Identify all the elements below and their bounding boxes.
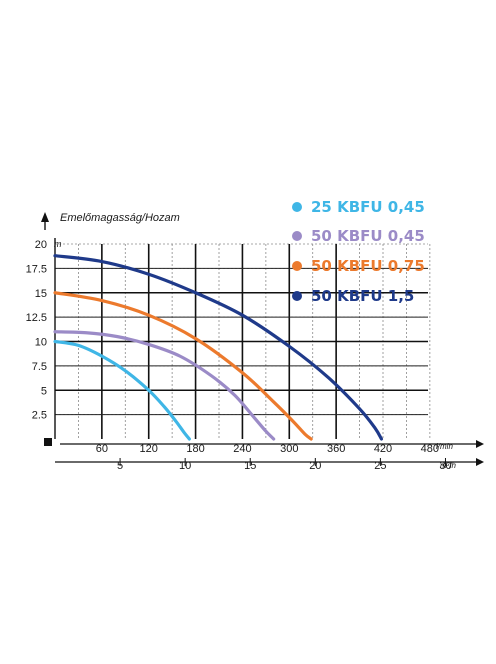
y-tick-label: 20: [35, 239, 47, 251]
x2-tick-label: 30: [439, 460, 451, 472]
legend-marker-3: [292, 291, 302, 301]
x-tick-label: 420: [374, 443, 392, 455]
x-tick-label: 300: [280, 443, 298, 455]
axes: 20 17.5 15 12.5 10 7.5 5 2.5 60 120 180 240 300 360 42…: [26, 212, 484, 472]
y-tick-label: 15: [35, 288, 47, 300]
x2-tick-label: 5: [117, 460, 123, 472]
x-axis-arrow: [476, 440, 484, 448]
y-axis-title: Emelőmagasság/Hozam: [60, 212, 180, 224]
x2-axis-arrow: [476, 458, 484, 466]
legend-label-3: 50 KBFU 1,5: [311, 287, 414, 305]
x-tick-label: 60: [96, 443, 108, 455]
y-tick-label: 12.5: [26, 312, 47, 324]
y-tick-label: 5: [41, 385, 47, 397]
y-tick-label: 2.5: [32, 410, 47, 422]
y-axis-unit: m: [54, 239, 62, 249]
x-tick-label: 480: [421, 443, 439, 455]
x2-tick-label: 15: [244, 460, 256, 472]
x-tick-label: 120: [140, 443, 158, 455]
x2-axis-unit: m³/h: [440, 461, 457, 470]
x2-tick-label: 10: [179, 460, 191, 472]
x-tick-label: 360: [327, 443, 345, 455]
series-line-0: [53, 339, 191, 441]
x2-tick-label: 25: [374, 460, 386, 472]
y-tick-label: 7.5: [32, 361, 47, 373]
legend-marker-1: [292, 231, 302, 241]
legend-label-2: 50 KBFU 0,75: [311, 257, 425, 275]
series-line-3: [53, 254, 384, 441]
legend: 25 KBFU 0,45 50 KBFU 0,45 50 KBFU 0,75 50 K…: [292, 198, 425, 305]
legend-label-1: 50 KBFU 0,45: [311, 227, 425, 245]
y-axis-arrow: [41, 212, 49, 222]
series-line-2: [53, 291, 313, 441]
series-line-1: [53, 330, 276, 441]
legend-label-0: 25 KBFU 0,45: [311, 198, 425, 216]
x2-tick-label: 20: [309, 460, 321, 472]
x-tick-label: 240: [233, 443, 251, 455]
y-tick-label: 10: [35, 337, 47, 349]
origin-marker: [44, 438, 52, 446]
x-tick-label: 180: [186, 443, 204, 455]
y-tick-label: 17.5: [26, 263, 47, 275]
legend-marker-0: [292, 202, 302, 212]
series-lines: [53, 254, 384, 441]
x-axis-unit: l/min: [436, 442, 453, 451]
legend-marker-2: [292, 261, 302, 271]
